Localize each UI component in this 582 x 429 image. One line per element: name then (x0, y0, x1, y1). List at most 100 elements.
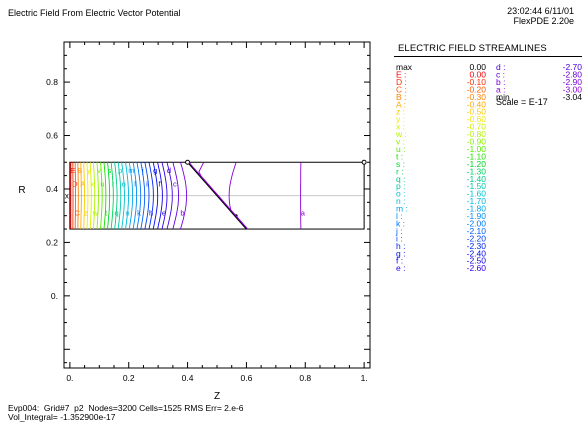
legend-value: -2.50 (467, 256, 487, 266)
streamline (80, 162, 82, 230)
legend-key: p : (396, 181, 405, 191)
legend-value: -2.80 (563, 69, 582, 79)
legend-value: -2.90 (563, 77, 582, 87)
legend-value: -1.70 (467, 196, 487, 206)
legend-value: -1.40 (467, 174, 487, 184)
legend-value: -0.60 (467, 114, 487, 124)
plot-title: Electric Field From Electric Vector Pote… (8, 8, 181, 18)
streamline (114, 162, 118, 230)
streamline (128, 162, 134, 230)
boundary-marker (361, 159, 367, 165)
streamline (228, 162, 248, 230)
streamline (144, 162, 150, 230)
footer-line-1: Evp004: Grid#7 p2 Nodes=3200 Cells=1525 … (8, 403, 244, 413)
legend-key: E : (396, 69, 406, 79)
x-tick-label: 1. (361, 373, 368, 383)
streamline-label: l (134, 179, 136, 188)
legend-value: -3.00 (563, 84, 582, 94)
legend-key: d : (496, 62, 505, 72)
y-tick-label: 0.6 (46, 131, 58, 141)
legend-key: v : (396, 137, 405, 147)
legend-value: -0.90 (467, 137, 487, 147)
streamline-label: B (77, 166, 82, 175)
legend-value: -0.20 (467, 84, 487, 94)
streamline-label: n (125, 209, 129, 218)
legend-key: j : (395, 226, 403, 236)
legend-value: -0.10 (467, 77, 487, 87)
streamline-label: r (112, 179, 115, 188)
legend-value: -1.50 (467, 181, 487, 191)
plot-frame (63, 41, 371, 369)
streamline (103, 162, 107, 230)
legend-key: o : (396, 189, 405, 199)
footer: Evp004: Grid#7 p2 Nodes=3200 Cells=1525 … (8, 404, 244, 422)
streamline-label: a (301, 209, 306, 218)
streamline-label: t (105, 209, 108, 218)
streamline (148, 162, 154, 230)
legend-value: -1.90 (467, 211, 487, 221)
y-tick-label: 0. (51, 291, 58, 301)
axis-labels: Z R (18, 185, 220, 402)
legend-key: a : (496, 84, 505, 94)
streamline (136, 162, 142, 230)
streamline-label: v (97, 166, 101, 175)
legend-value: -0.70 (467, 122, 487, 132)
legend-value: -2.30 (467, 241, 487, 251)
streamline-label: u (100, 179, 104, 188)
legend-key: t : (396, 151, 403, 161)
x-tick-label: 0. (66, 373, 73, 383)
y-tick-label: 0.4 (46, 184, 58, 194)
streamline (166, 162, 173, 230)
streamline (92, 162, 96, 230)
legend-key: z : (396, 107, 405, 117)
streamline (172, 162, 179, 230)
legend-title: ELECTRIC FIELD STREAMLINES (398, 43, 547, 54)
streamline-label: d (167, 166, 171, 175)
x-axis-label: Z (214, 391, 220, 402)
legend-key: n : (396, 196, 405, 206)
legend-key: y : (396, 114, 405, 124)
streamline-label: x (90, 179, 94, 188)
x-tick-label: 0.4 (182, 373, 194, 383)
legend-key: h : (396, 241, 405, 251)
legend-value: -1.30 (467, 166, 487, 176)
streamline (96, 162, 99, 230)
legend-value: -2.10 (467, 226, 487, 236)
streamline-label: j (141, 166, 144, 175)
y-tick-label: 0.2 (46, 237, 58, 247)
legend-key: s : (396, 159, 405, 169)
streamline (132, 162, 138, 230)
streamline (121, 162, 125, 230)
legend-key: e : (396, 263, 405, 273)
streamline-label: e (162, 209, 166, 218)
legend-key: f : (396, 256, 403, 266)
timestamp-block: 23:02:44 6/11/01 FlexPDE 2.20e (507, 6, 574, 26)
legend-key: m : (396, 204, 408, 214)
legend-value: -1.00 (467, 144, 487, 154)
boundary-marker-label: x (65, 192, 69, 201)
version-label: FlexPDE 2.20e (513, 16, 574, 26)
streamline-label: f (159, 179, 162, 188)
x-tick-label: 0.6 (241, 373, 253, 383)
domain-regions: x (65, 159, 367, 230)
streamline-label: s (108, 166, 112, 175)
plot-border (63, 41, 371, 369)
streamline (107, 162, 111, 230)
legend-key: max (396, 62, 413, 72)
streamline (83, 162, 85, 230)
streamline-label: w (92, 209, 99, 218)
footer-line-2: Vol_Integral= -1.352900e-17 (8, 412, 116, 422)
legend-key: k : (396, 218, 405, 228)
domain-rectangle (69, 161, 365, 230)
legend-value: -1.20 (467, 159, 487, 169)
legend-value: -1.60 (467, 189, 487, 199)
legend-key: w : (395, 129, 407, 139)
legend-divider (394, 56, 582, 57)
legend-value: -0.30 (467, 92, 487, 102)
legend-value: -2.60 (467, 263, 487, 273)
streamline-label: k (137, 209, 141, 218)
legend-key: q : (396, 174, 405, 184)
streamline-label: C (74, 209, 80, 218)
